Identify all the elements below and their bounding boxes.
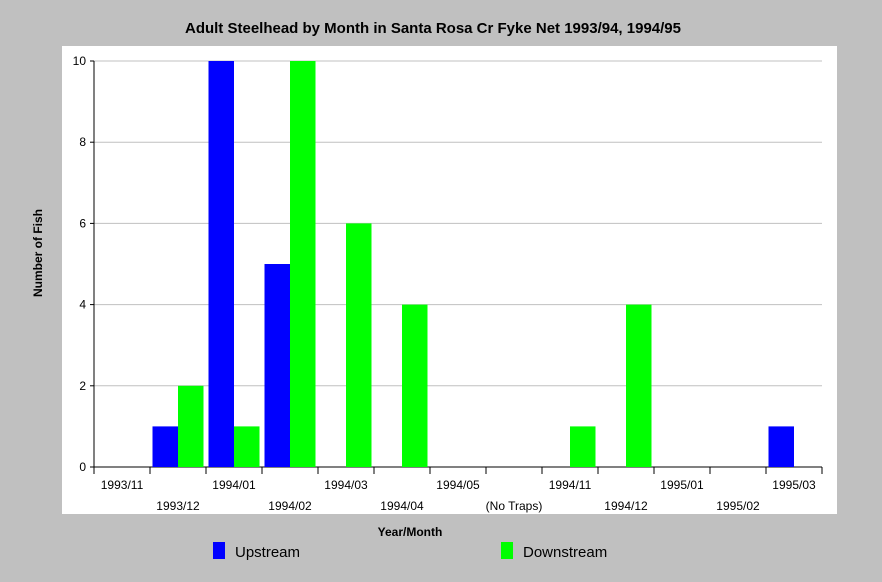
x-tick-label: 1993/11: [101, 478, 144, 492]
bar-downstream: [402, 304, 428, 467]
legend-label-downstream: Downstream: [523, 544, 607, 561]
legend-swatch-upstream: [213, 542, 225, 559]
bar-upstream: [768, 426, 794, 467]
x-tick-label: 1994/12: [604, 499, 648, 513]
x-tick-label: 1994/03: [324, 478, 368, 492]
x-tick-label: 1995/03: [772, 478, 816, 492]
bar-downstream: [290, 61, 316, 467]
y-axis-title: Number of Fish: [31, 209, 45, 297]
x-tick-label: (No Traps): [486, 499, 543, 513]
bar-upstream: [152, 426, 178, 467]
chart-title: Adult Steelhead by Month in Santa Rosa C…: [185, 20, 681, 37]
x-tick-label: 1994/11: [549, 478, 592, 492]
x-axis-title: Year/Month: [378, 525, 443, 539]
x-tick-label: 1994/02: [268, 499, 312, 513]
x-tick-label: 1994/05: [436, 478, 480, 492]
bar-downstream: [346, 223, 372, 467]
y-tick-label: 0: [79, 460, 86, 474]
bar-upstream: [208, 61, 234, 467]
bars: [152, 61, 794, 467]
bar-downstream: [178, 385, 204, 467]
y-tick-label: 8: [79, 135, 86, 149]
legend-label-upstream: Upstream: [235, 544, 300, 561]
bar-downstream: [626, 304, 652, 467]
bar-downstream: [234, 426, 260, 467]
x-tick-label: 1995/01: [660, 478, 704, 492]
y-tick-label: 2: [79, 379, 86, 393]
x-tick-label: 1995/02: [716, 499, 760, 513]
bar-upstream: [264, 264, 290, 467]
x-tick-label: 1993/12: [156, 499, 200, 513]
legend: Upstream Downstream: [213, 542, 607, 561]
y-tick-label: 6: [79, 216, 86, 230]
x-axis-ticks: 1993/11 1993/12 1994/01 1994/02 1994/03 1994/…: [93, 467, 823, 513]
y-tick-label: 4: [79, 298, 86, 312]
legend-swatch-downstream: [501, 542, 513, 559]
y-tick-label: 10: [73, 54, 87, 68]
y-axis-ticks: 0 2 4 6 8 10: [73, 54, 94, 474]
bar-downstream: [570, 426, 596, 467]
x-tick-label: 1994/04: [380, 499, 424, 513]
x-tick-label: 1994/01: [212, 478, 256, 492]
